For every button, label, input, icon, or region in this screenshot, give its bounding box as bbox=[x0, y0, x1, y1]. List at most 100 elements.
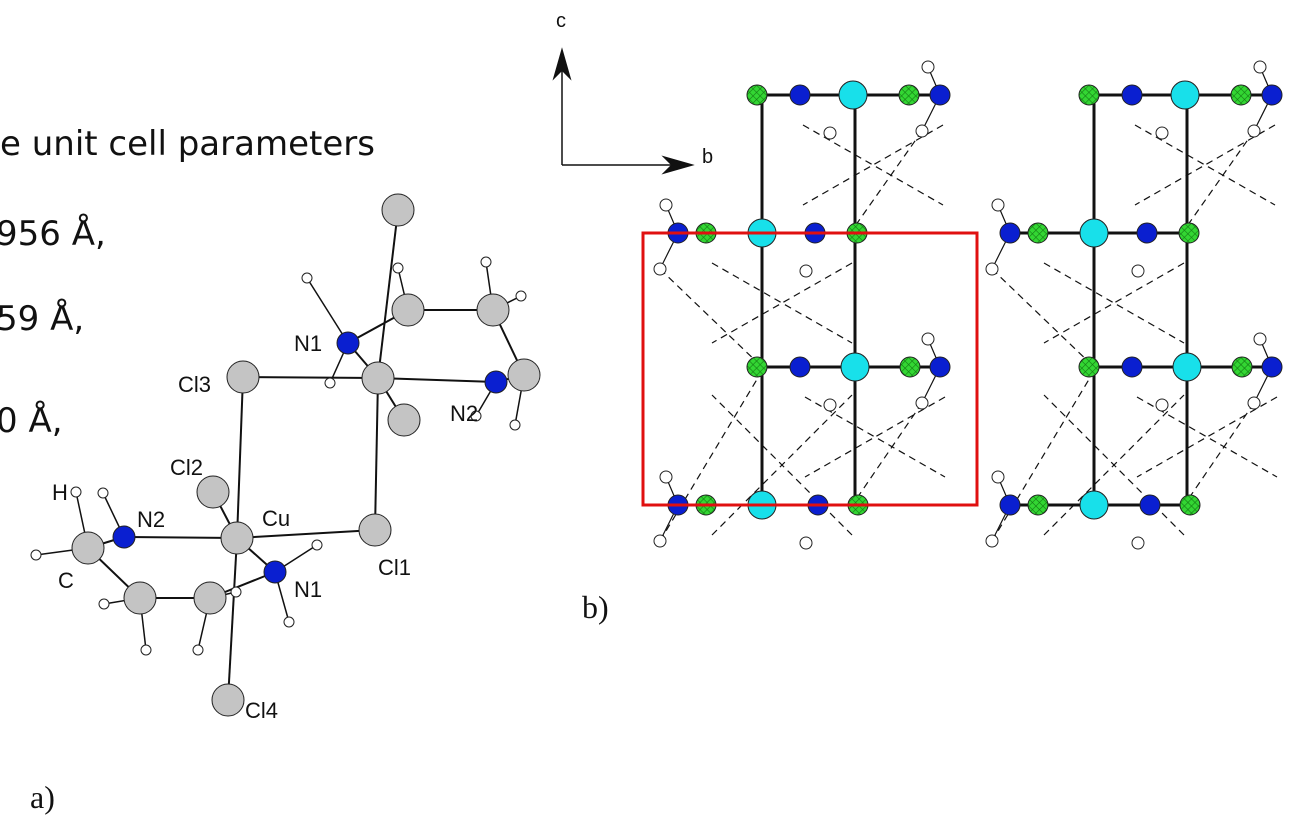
bond bbox=[237, 530, 375, 538]
atom bbox=[388, 404, 420, 436]
atom bbox=[1122, 85, 1142, 105]
atom bbox=[1080, 219, 1108, 247]
atom bbox=[1173, 353, 1201, 381]
panel-caption: b) bbox=[582, 589, 609, 625]
atom bbox=[72, 532, 104, 564]
hydrogen-bond bbox=[992, 269, 1094, 367]
atom bbox=[1156, 127, 1168, 139]
atom bbox=[800, 265, 812, 277]
bond bbox=[378, 210, 398, 378]
intro-line: 59 Å, bbox=[0, 298, 84, 339]
atom bbox=[382, 194, 414, 226]
atom bbox=[841, 353, 869, 381]
atom bbox=[508, 359, 540, 391]
hydrogen-bond bbox=[992, 371, 1094, 541]
atom bbox=[481, 257, 491, 267]
atom bbox=[1028, 223, 1048, 243]
atom bbox=[362, 362, 394, 394]
atom bbox=[930, 85, 950, 105]
atom bbox=[312, 540, 322, 550]
atom bbox=[824, 127, 836, 139]
bond bbox=[243, 377, 378, 378]
atom bbox=[992, 199, 1004, 211]
hydrogen-bond bbox=[853, 131, 922, 229]
intro-line: 0 Å, bbox=[0, 400, 63, 441]
atom bbox=[392, 294, 424, 326]
atom bbox=[1137, 223, 1157, 243]
atom bbox=[922, 61, 934, 73]
atom bbox=[284, 617, 294, 627]
atom bbox=[916, 125, 928, 137]
atom bbox=[510, 420, 520, 430]
atom bbox=[1132, 537, 1144, 549]
atom bbox=[212, 684, 244, 716]
hydrogen-bond bbox=[660, 269, 762, 367]
atom bbox=[930, 357, 950, 377]
atom bbox=[197, 476, 229, 508]
atom bbox=[922, 333, 934, 345]
atom-label: N2 bbox=[450, 401, 478, 426]
atom bbox=[800, 537, 812, 549]
atom bbox=[900, 357, 920, 377]
atom bbox=[1180, 495, 1200, 515]
atom bbox=[1232, 357, 1252, 377]
bond bbox=[375, 378, 378, 530]
atom bbox=[824, 399, 836, 411]
atom bbox=[1140, 495, 1160, 515]
atom bbox=[1122, 357, 1142, 377]
atom bbox=[71, 487, 81, 497]
axis-label: b bbox=[702, 146, 713, 168]
atom bbox=[654, 535, 666, 547]
atom bbox=[1262, 85, 1282, 105]
atom bbox=[141, 645, 151, 655]
atom bbox=[1262, 357, 1282, 377]
atom-label: N1 bbox=[294, 331, 322, 356]
atom bbox=[31, 550, 41, 560]
atom bbox=[660, 471, 672, 483]
atom bbox=[99, 599, 109, 609]
atom bbox=[221, 522, 253, 554]
bond bbox=[228, 538, 237, 700]
atom bbox=[302, 273, 312, 283]
atom bbox=[477, 294, 509, 326]
atom-label: Cl3 bbox=[178, 372, 211, 397]
atom bbox=[660, 199, 672, 211]
atom bbox=[1156, 399, 1168, 411]
atom bbox=[485, 371, 507, 393]
atom bbox=[1080, 491, 1108, 519]
atom bbox=[1000, 495, 1020, 515]
atom-label: Cl1 bbox=[378, 555, 411, 580]
atom bbox=[992, 471, 1004, 483]
atom bbox=[1079, 85, 1099, 105]
atom bbox=[124, 582, 156, 614]
atom bbox=[790, 85, 810, 105]
atom bbox=[916, 397, 928, 409]
atom bbox=[98, 488, 108, 498]
atom bbox=[194, 582, 226, 614]
atom-label: Cl2 bbox=[170, 455, 203, 480]
atom bbox=[227, 361, 259, 393]
atom bbox=[654, 263, 666, 275]
atom bbox=[899, 85, 919, 105]
atom bbox=[516, 291, 526, 301]
atom bbox=[1000, 223, 1020, 243]
atom bbox=[193, 645, 203, 655]
atom-label: H bbox=[52, 480, 68, 505]
bond bbox=[378, 378, 496, 382]
atom-label: N1 bbox=[294, 577, 322, 602]
hydrogen-bond bbox=[1185, 131, 1254, 229]
atom bbox=[359, 514, 391, 546]
atom-label: N2 bbox=[137, 507, 165, 532]
intro-line: e unit cell parameters bbox=[0, 124, 375, 164]
atom bbox=[747, 357, 767, 377]
panel-caption: a) bbox=[30, 779, 55, 815]
atom bbox=[113, 526, 135, 548]
axes-arrows bbox=[554, 50, 692, 173]
atom bbox=[986, 535, 998, 547]
atom bbox=[747, 85, 767, 105]
atom bbox=[839, 81, 867, 109]
atom bbox=[1248, 397, 1260, 409]
atom bbox=[1248, 125, 1260, 137]
atom bbox=[790, 357, 810, 377]
atom bbox=[393, 263, 403, 273]
